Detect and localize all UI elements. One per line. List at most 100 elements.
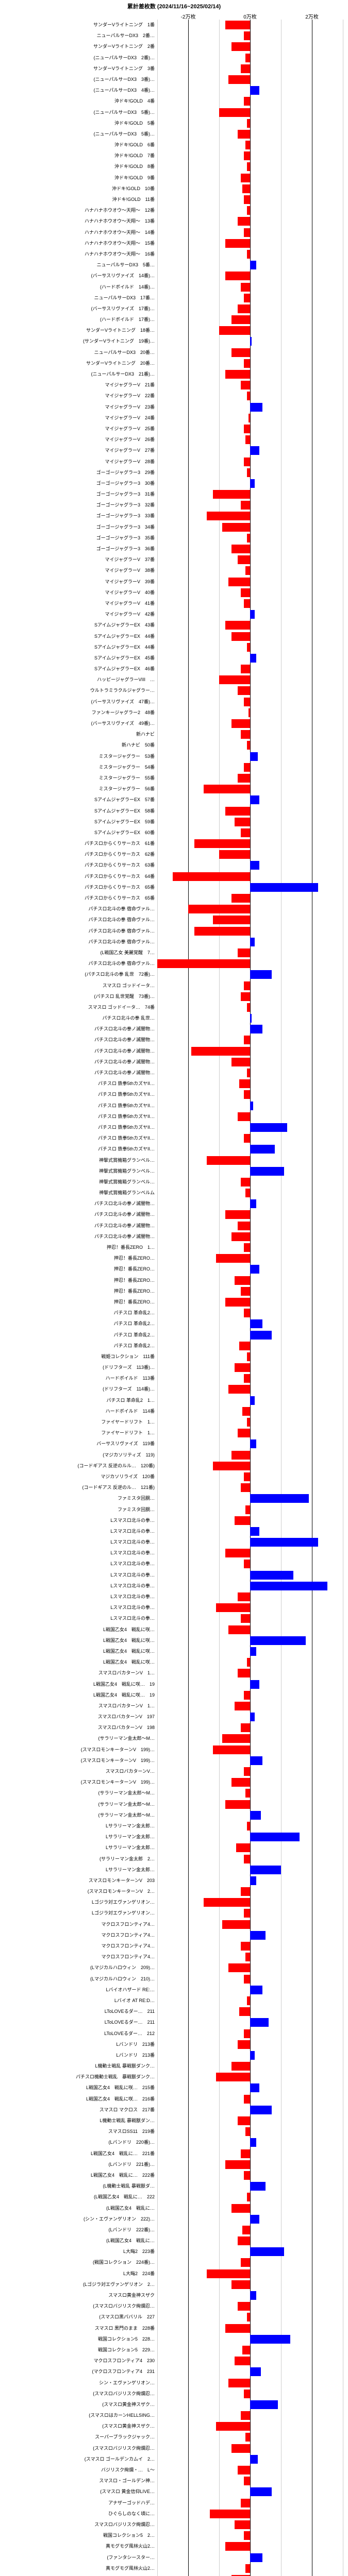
bar-row: パチスロ北斗の拳 宿命ヴァル… <box>157 937 343 947</box>
bar-row: マイジャグラーV 38番 <box>157 565 343 576</box>
bar-label: パチスロ北斗の拳ノ滅闇物… <box>0 1057 155 1067</box>
bar-row: (戦国コレクション 224番)… <box>157 2257 343 2268</box>
bar-label: ニューパルサーDX3 17番… <box>0 293 155 303</box>
bar <box>228 1625 250 1634</box>
bar <box>241 2499 250 2507</box>
bar-label: パチスロ北斗の拳ノ滅闇物… <box>0 1198 155 1209</box>
bar <box>250 883 318 892</box>
bar <box>207 1156 250 1165</box>
bar <box>250 970 272 979</box>
bar <box>225 2324 250 2333</box>
bar <box>238 2236 250 2245</box>
bar <box>213 1462 250 1470</box>
bar-row: パチスロからくりサーカス 61番 <box>157 838 343 849</box>
bar-label: スマスロ ゴッドイータ… 74番 <box>0 1002 155 1013</box>
bar-label: (Lバンドリ 221番)… <box>0 2159 155 2170</box>
bar-label: ミスタージャグラー 54番 <box>0 762 155 773</box>
bar <box>244 457 250 466</box>
bar-label: 沖ドキ!GOLD 6番 <box>0 140 155 150</box>
bar-row: (スマスロモンキーターンV 199)… <box>157 1755 343 1766</box>
bar-row: Lゴジラ対エヴァンゲリオン… <box>157 1897 343 1908</box>
bar-row: パチスロ北斗の拳 宿命ヴァル… <box>157 926 343 937</box>
bar-row: (ファンタシースター… <box>157 2552 343 2563</box>
bar-row: (L戦国乙女4 戦乱に… 222 <box>157 2192 343 2202</box>
bar <box>244 425 250 433</box>
bar-row: マイジャグラーV 21番 <box>157 380 343 391</box>
bar-label: パチスロ北斗の拳ノ滅闇物… <box>0 1221 155 1231</box>
bar-label: (シン・エヴァンゲリオン 222)… <box>0 2214 155 2225</box>
bar <box>244 97 250 106</box>
bar <box>213 1745 250 1754</box>
bar <box>247 1658 250 1667</box>
bar-label: ハードボイルド 113番 <box>0 1373 155 1384</box>
bar-row: Lサラリーマン金太郎… <box>157 1865 343 1875</box>
bar <box>250 610 255 619</box>
bar <box>238 2302 250 2311</box>
bar-label: ゴーゴージャグラー3 35番 <box>0 533 155 544</box>
bar-label: L大晦2 224番 <box>0 2268 155 2279</box>
bar-row: シン・エヴァンゲリオン… <box>157 2378 343 2388</box>
bar-label: (サラリーマン金太郎 2… <box>0 1854 155 1865</box>
bar-label: (スマスロモンキーターンV 199)… <box>0 1755 155 1766</box>
bar <box>250 261 256 269</box>
bar <box>231 2280 250 2289</box>
bar-label: マイジャグラーV 42番 <box>0 609 155 620</box>
bar <box>250 1538 318 1547</box>
bar <box>245 2127 250 2136</box>
bar-label: Lスマスロ北斗の拳… <box>0 1558 155 1569</box>
bar-row: L戦国乙女4 戦乱に咲… 216番 <box>157 2094 343 2105</box>
bar-label: (スマスロ 黄金信仰LIVE… <box>0 2486 155 2497</box>
bar-label: 押忍！番長ZERO… <box>0 1297 155 1308</box>
bar <box>244 1243 250 1252</box>
bar-label: バジリスク絢爛・… L～ <box>0 2465 155 2476</box>
bar-row: 真モグモグ風林火山2… <box>157 2541 343 2552</box>
bar-label: (Lバンドリ 220番)… <box>0 2137 155 2148</box>
bar-row: Lゴジラ対エヴァンゲリオン… <box>157 1908 343 1919</box>
bar-row: (ドリフターズ 113番)… <box>157 1362 343 1373</box>
bar-row: パチスロ北斗の拳 乱世… <box>157 1013 343 1024</box>
bar-label: (L機動士戦乱 暴戦獣ダ… <box>0 2181 155 2192</box>
bar-label: マイジャグラーV 23番 <box>0 402 155 413</box>
bar-label: パチスロからくりサーカス 65番 <box>0 893 155 904</box>
bar <box>250 1101 253 1110</box>
bar <box>235 1702 250 1710</box>
bar-row: ハードボイルド 114番 <box>157 1406 343 1417</box>
bar-row: Lスマスロ北斗の拳… <box>157 1602 343 1613</box>
bar-row: Lスマスロ北斗の拳… <box>157 1591 343 1602</box>
bar <box>245 1189 250 1197</box>
bar-row: サンダーVライトニング 18番… <box>157 325 343 336</box>
bar-row: ファイヤードリフト 1… <box>157 1417 343 1428</box>
bar-label: (交響詩篇エウレカセブン 243番)… <box>0 2574 155 2576</box>
bar-row: マクロスフロンティア4… <box>157 1952 343 1962</box>
bar <box>247 250 250 259</box>
bar <box>228 75 250 84</box>
bar-row: (スマスロバジリスク絢爛忍… <box>157 2301 343 2312</box>
bar-row: Lスマスロ北斗の拳… <box>157 1570 343 1581</box>
bar <box>244 2171 250 2180</box>
bar-label: (ニューパルサーDX3 3番)… <box>0 74 155 85</box>
bar-label: ゴーゴージャグラー3 36番 <box>0 544 155 554</box>
bar <box>225 239 250 248</box>
bar <box>219 850 250 859</box>
bar <box>241 1723 250 1732</box>
bar-label: マイジャグラーV 37番 <box>0 554 155 565</box>
bar-row: Lサラリーマン金太郎… <box>157 1842 343 1853</box>
bar-label: サンダーVライトニング 3番 <box>0 63 155 74</box>
bar-row: (バーサスリヴァイズ 47番)… <box>157 697 343 707</box>
tick-label: 0万枚 <box>243 12 257 20</box>
bar-row: 戦国コレクション5 228… <box>157 2334 343 2345</box>
bar-label: (スマスロバジリスク絢爛忍… <box>0 2301 155 2312</box>
bar <box>244 981 250 990</box>
bar-row: 沖ドキ!GOLD 6番 <box>157 140 343 150</box>
bar-row: ゴーゴージャグラー3 29番 <box>157 467 343 478</box>
bar-label: (L戦国乙女 美麗覚醒 7… <box>0 947 155 958</box>
bar <box>250 1833 300 1841</box>
bar-label: サンダーVライトニング 2番 <box>0 41 155 52</box>
bar-row: 押忍！番長ZERO 1… <box>157 1242 343 1253</box>
bar-label: シン・エヴァンゲリオン… <box>0 2378 155 2388</box>
bar-row: 沖ドキ!GOLD 7番 <box>157 150 343 161</box>
bar-label: Lバンドリ 213番 <box>0 2050 155 2061</box>
bar-label: マジカソリライズ 120番 <box>0 1471 155 1482</box>
bar-label: Lバンドリ 213番 <box>0 2039 155 2050</box>
bar <box>238 1669 250 1677</box>
